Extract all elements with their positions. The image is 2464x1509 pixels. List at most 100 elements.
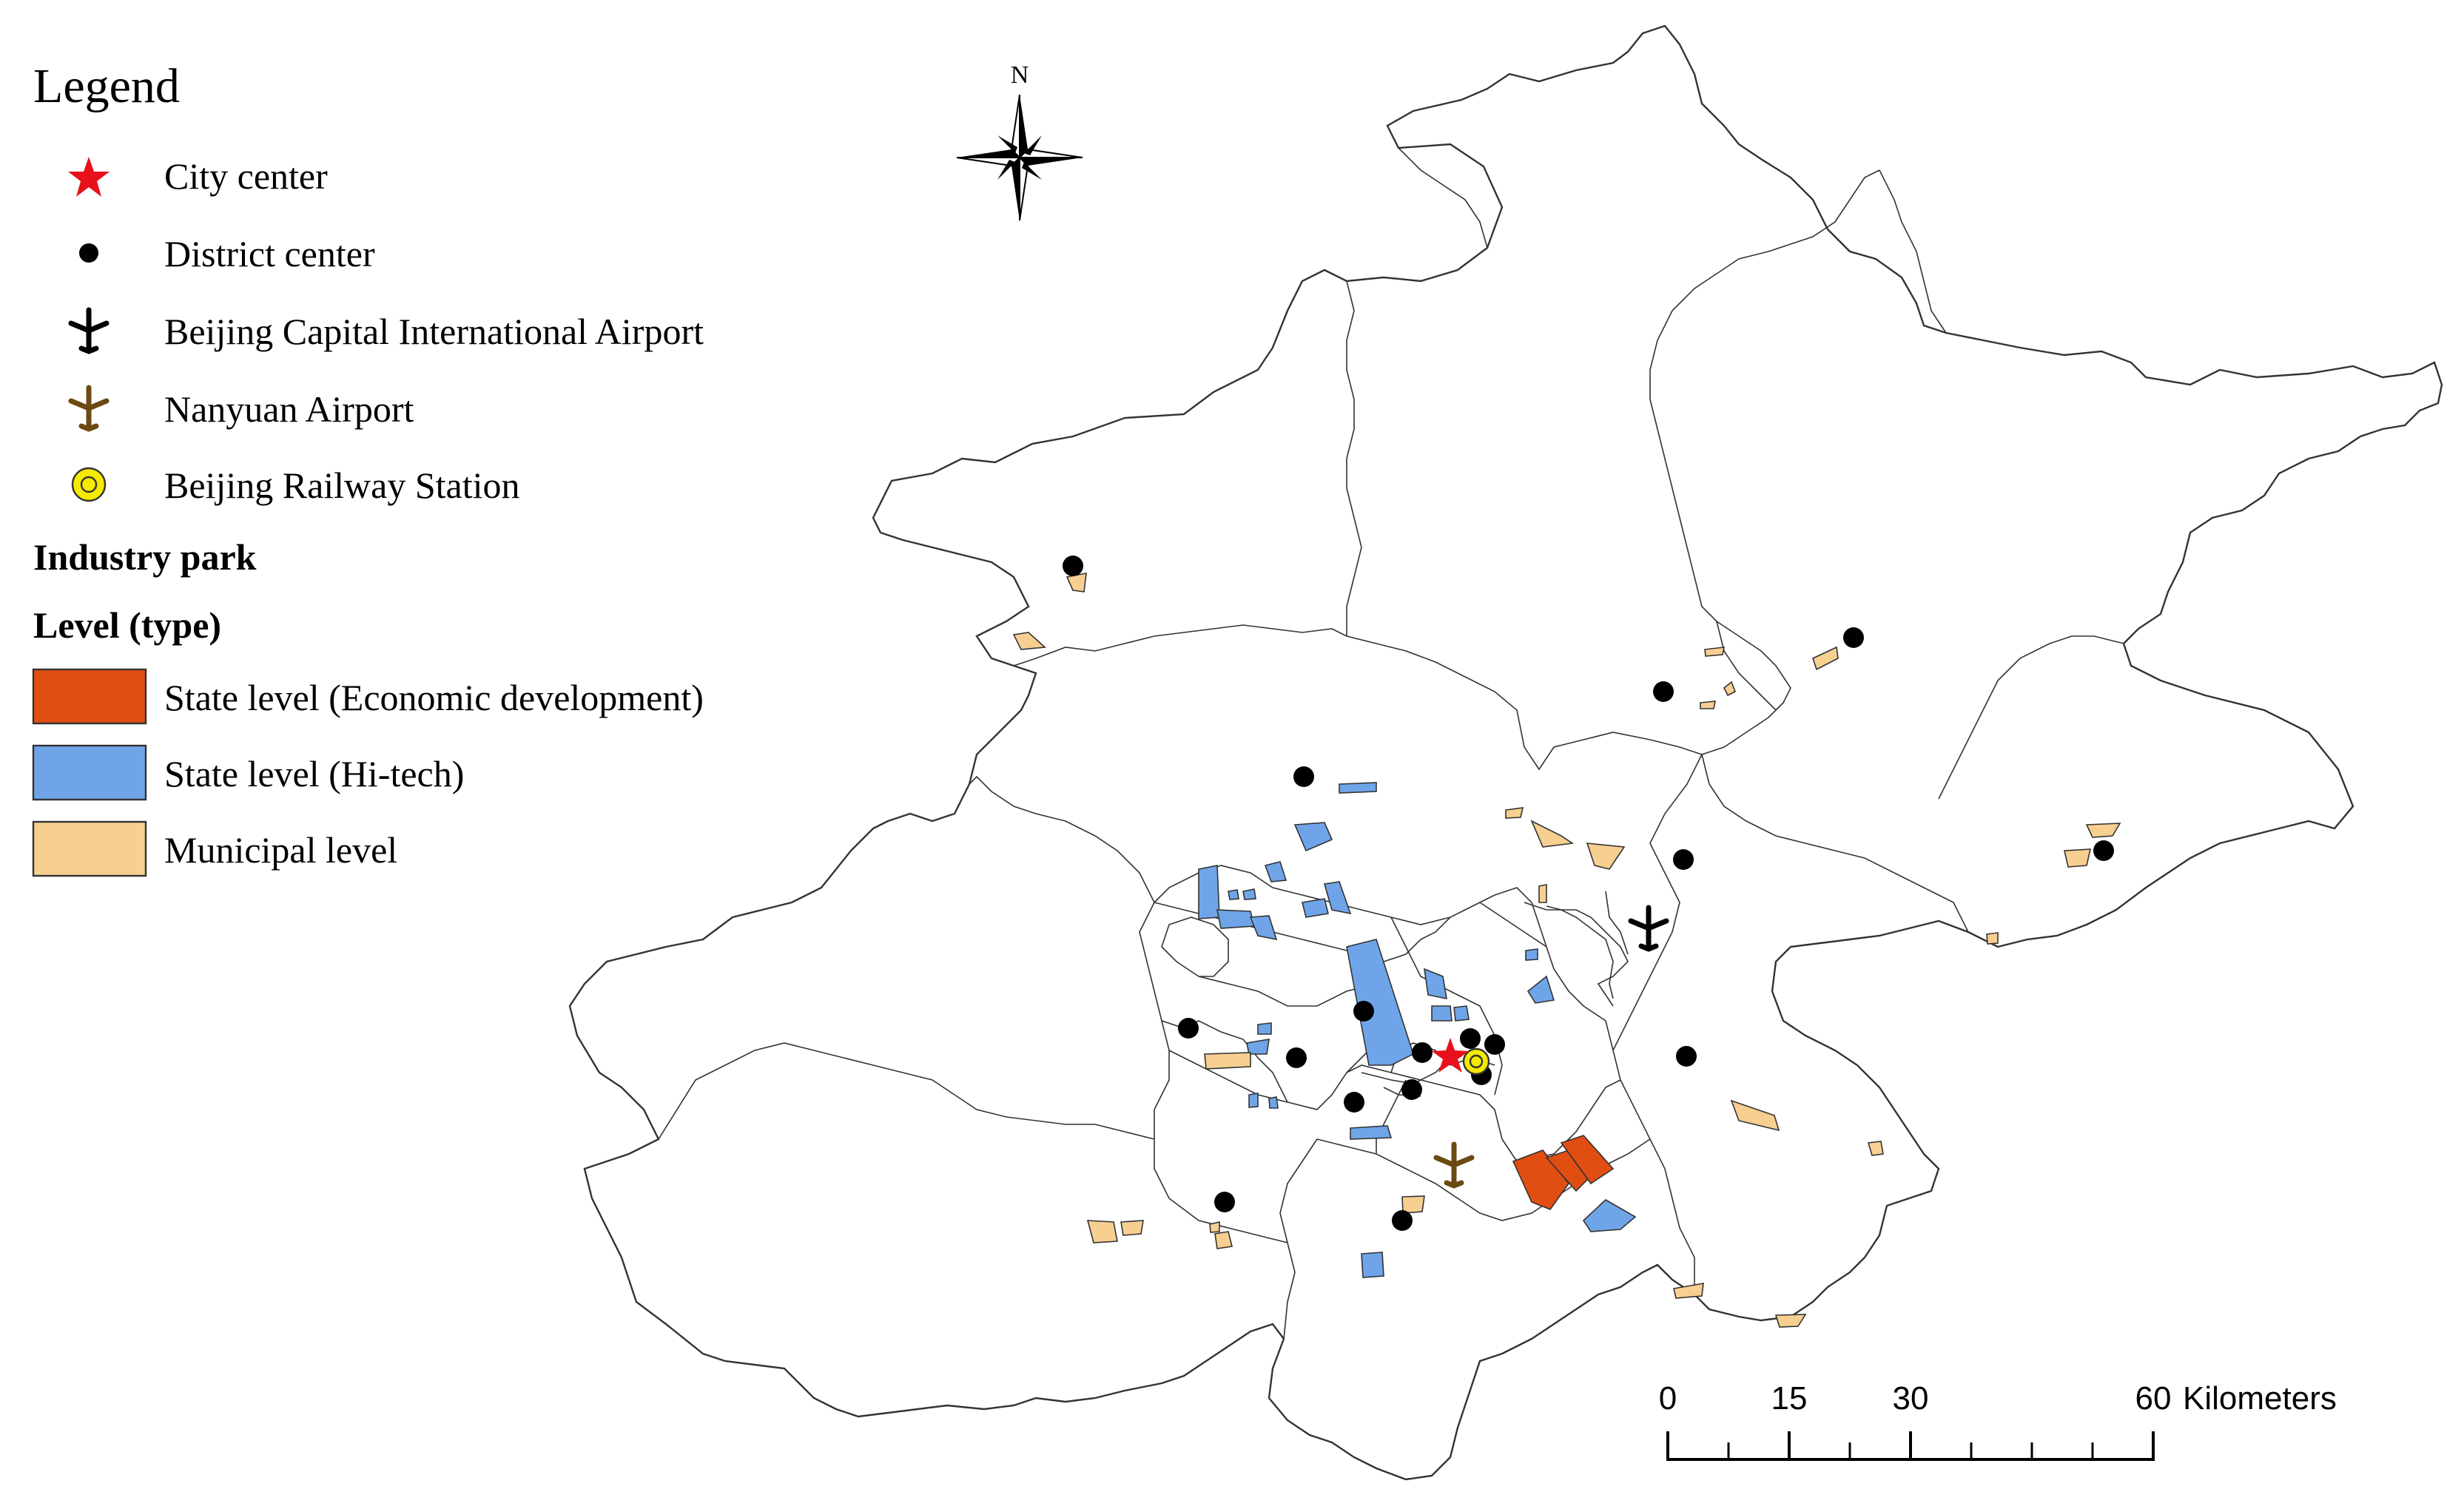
district-center-dot (2093, 840, 2114, 861)
district-center-dot (1673, 849, 1694, 870)
municipal-park (1700, 701, 1716, 709)
district-center-dot (1286, 1047, 1307, 1068)
municipal-park (1530, 820, 1575, 848)
scale-tick-60: 60 (2135, 1380, 2172, 1417)
municipal-park (1673, 1283, 1704, 1299)
hitech-park (1525, 948, 1538, 961)
hitech-park (1293, 822, 1333, 852)
district-center-dot (1353, 1001, 1374, 1022)
municipal-park (1401, 1195, 1425, 1214)
hitech-park (1242, 888, 1256, 900)
hitech-parks (1198, 782, 1637, 1278)
district-centers (1063, 556, 2114, 1231)
municipal-park (1214, 1231, 1233, 1249)
district-center-dot (1412, 1042, 1433, 1063)
econ-park (1512, 1150, 1569, 1210)
hitech-park (1582, 1199, 1637, 1232)
swatch-state-hitech (32, 744, 147, 801)
swatch-municipal (32, 820, 147, 877)
hitech-park (1228, 889, 1239, 900)
star-icon (68, 157, 110, 197)
municipal-park (1538, 884, 1547, 903)
legend-section-subtitle: Level (type) (33, 604, 221, 646)
municipal-park (1986, 932, 1999, 945)
scale-tick-30: 30 (1893, 1380, 1929, 1417)
econ-park (1560, 1135, 1615, 1185)
beijing-boundary (568, 24, 2443, 1481)
dot-icon (79, 243, 98, 263)
hitech-park (1248, 1093, 1259, 1108)
scale-tick-0: 0 (1659, 1380, 1677, 1417)
municipal-park (1120, 1220, 1144, 1236)
legend-title: Legend (33, 59, 180, 113)
municipal-park (1867, 1141, 1884, 1156)
legend-item-label: City center (164, 155, 328, 197)
district-center-dot (1484, 1034, 1505, 1055)
hitech-park (1361, 1252, 1384, 1278)
legend-swatch-label: Municipal level (164, 829, 397, 871)
municipal-park (1012, 632, 1046, 650)
hitech-park (1268, 1096, 1279, 1109)
district-center-dot (1293, 766, 1314, 787)
scale-unit: Kilometers (2183, 1380, 2337, 1417)
scale-bar: 0 15 30 60 Kilometers (1659, 1380, 2337, 1461)
railway-station-marker (1462, 1047, 1490, 1076)
airplane-icon (68, 385, 110, 432)
district-center-dot (1344, 1092, 1364, 1113)
legend-item-label: Beijing Capital International Airport (164, 311, 704, 352)
compass-rose-icon (956, 94, 1083, 221)
municipal-park (1730, 1099, 1780, 1132)
municipal-park (2064, 848, 2092, 868)
district-center-dot (1460, 1028, 1481, 1049)
municipal-park (1086, 1220, 1118, 1243)
north-arrow: N (956, 61, 1083, 221)
beijing-district-map (568, 24, 2443, 1481)
hitech-park (1302, 898, 1329, 918)
scale-tick-15: 15 (1771, 1380, 1808, 1417)
target-ring-icon (71, 467, 107, 502)
hitech-park (1339, 782, 1377, 794)
hitech-park (1431, 1005, 1453, 1022)
hitech-park (1216, 909, 1256, 929)
district-center-dot (1214, 1192, 1235, 1212)
airplane-icon (68, 307, 110, 354)
district-boundary-lines (658, 147, 2124, 1340)
capital-airport-marker (1628, 905, 1669, 952)
municipal-park (1066, 573, 1087, 593)
municipal-park (1723, 681, 1737, 697)
legend-item-label: Nanyuan Airport (164, 388, 414, 430)
economic-development-parks (1512, 1135, 1615, 1210)
municipal-park (1209, 1221, 1220, 1233)
legend-item-label: District center (164, 233, 375, 274)
municipal-park (1774, 1314, 1807, 1328)
municipal-park (1704, 647, 1725, 657)
hitech-park (1424, 968, 1447, 1000)
municipal-parks (1012, 573, 2121, 1328)
nanyuan-airport-marker (1433, 1141, 1475, 1189)
hitech-park (1198, 865, 1220, 919)
legend-item-label: Beijing Railway Station (164, 465, 520, 506)
district-center-dot (1063, 556, 1083, 576)
hitech-park (1246, 1039, 1270, 1055)
legend-swatch-label: State level (Economic development) (164, 677, 704, 718)
hitech-park (1453, 1005, 1470, 1022)
hitech-park (1323, 881, 1352, 915)
district-center-dot (1178, 1018, 1199, 1039)
hitech-park (1346, 939, 1414, 1066)
district-center-dot (1843, 627, 1864, 648)
district-center-dot (1653, 681, 1674, 702)
hitech-park (1526, 975, 1555, 1004)
municipal-park (2085, 823, 2121, 838)
district-center-dot (1401, 1079, 1422, 1100)
hitech-park (1264, 861, 1287, 882)
municipal-park (1586, 843, 1626, 870)
swatch-state-econ (32, 668, 147, 725)
municipal-park (1812, 646, 1839, 671)
legend-section-title: Industry park (33, 536, 257, 578)
north-label: N (1011, 61, 1029, 89)
legend-swatch-label: State level (Hi-tech) (164, 753, 464, 794)
hitech-park (1257, 1022, 1272, 1035)
legend: Legend City center District center Beiji… (32, 59, 704, 877)
